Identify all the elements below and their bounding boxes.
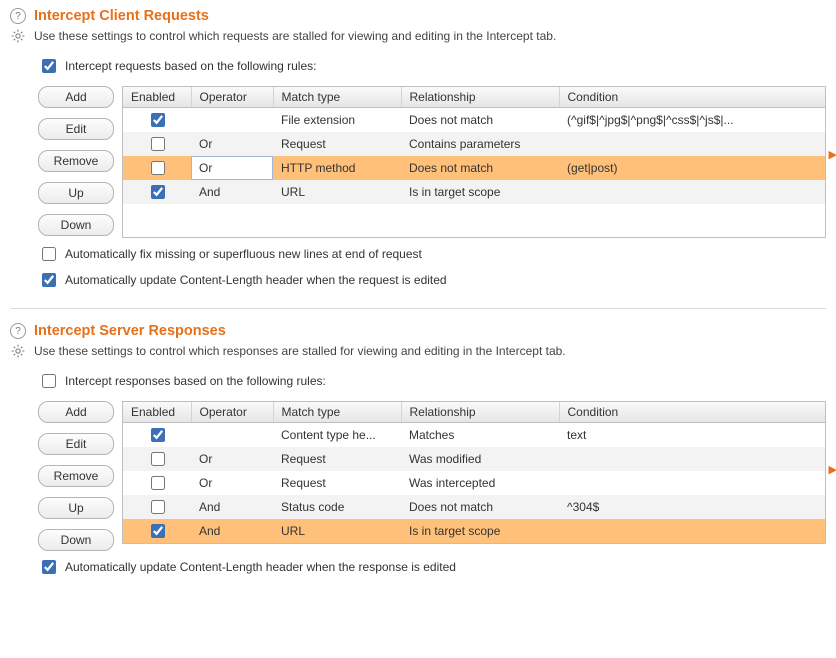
down-button[interactable]: Down [38, 529, 114, 551]
row-relationship[interactable]: Is in target scope [401, 180, 559, 204]
col-operator[interactable]: Operator [191, 87, 273, 108]
row-condition[interactable] [559, 471, 825, 495]
table-row[interactable]: Content type he...Matchestext [123, 423, 825, 448]
row-relationship[interactable]: Matches [401, 423, 559, 448]
table-row[interactable]: OrRequestWas intercepted [123, 471, 825, 495]
row-relationship[interactable]: Was modified [401, 447, 559, 471]
gear-icon[interactable] [10, 343, 26, 359]
auto-fix-newlines-label: Automatically fix missing or superfluous… [65, 247, 422, 261]
row-relationship[interactable]: Contains parameters [401, 132, 559, 156]
section-desc: Use these settings to control which resp… [34, 344, 566, 358]
col-condition[interactable]: Condition [559, 402, 825, 423]
row-condition[interactable]: text [559, 423, 825, 448]
table-row[interactable]: OrHTTP methodDoes not match(get|post) [123, 156, 825, 180]
row-relationship[interactable]: Was intercepted [401, 471, 559, 495]
row-condition[interactable] [559, 519, 825, 543]
edit-button[interactable]: Edit [38, 433, 114, 455]
row-condition[interactable]: (^gif$|^jpg$|^png$|^css$|^js$|... [559, 108, 825, 133]
row-match-type[interactable]: URL [273, 180, 401, 204]
auto-update-content-length-checkbox[interactable] [42, 560, 56, 574]
table-row[interactable]: OrRequestWas modified [123, 447, 825, 471]
row-condition[interactable] [559, 132, 825, 156]
col-operator[interactable]: Operator [191, 402, 273, 423]
remove-button[interactable]: Remove [38, 465, 114, 487]
up-button[interactable]: Up [38, 182, 114, 204]
help-icon[interactable]: ? [10, 323, 26, 339]
row-match-type[interactable]: Status code [273, 495, 401, 519]
table-row[interactable]: AndURLIs in target scope [123, 519, 825, 543]
row-enabled-checkbox[interactable] [151, 161, 165, 175]
row-operator[interactable] [191, 108, 273, 133]
gear-icon[interactable] [10, 28, 26, 44]
row-match-type[interactable]: HTTP method [273, 156, 401, 180]
row-match-type[interactable]: Request [273, 132, 401, 156]
arrow-indicator-icon: ▶ [829, 463, 836, 476]
row-operator[interactable] [191, 423, 273, 448]
col-relationship[interactable]: Relationship [401, 87, 559, 108]
auto-update-content-length-label: Automatically update Content-Length head… [65, 273, 447, 287]
table-row[interactable]: AndStatus codeDoes not match^304$ [123, 495, 825, 519]
row-relationship[interactable]: Does not match [401, 108, 559, 133]
remove-button[interactable]: Remove [38, 150, 114, 172]
intercept-responses-section: ? Intercept Server Responses Use these s… [10, 323, 826, 577]
col-relationship[interactable]: Relationship [401, 402, 559, 423]
row-enabled-checkbox[interactable] [151, 500, 165, 514]
row-enabled-checkbox[interactable] [151, 113, 165, 127]
row-condition[interactable] [559, 447, 825, 471]
arrow-indicator-icon: ▶ [829, 148, 836, 161]
edit-button[interactable]: Edit [38, 118, 114, 140]
section-desc: Use these settings to control which requ… [34, 29, 556, 43]
row-relationship[interactable]: Is in target scope [401, 519, 559, 543]
row-match-type[interactable]: File extension [273, 108, 401, 133]
row-operator[interactable]: Or [191, 471, 273, 495]
help-icon[interactable]: ? [10, 8, 26, 24]
row-condition[interactable] [559, 180, 825, 204]
row-condition[interactable]: (get|post) [559, 156, 825, 180]
row-relationship[interactable]: Does not match [401, 156, 559, 180]
col-enabled[interactable]: Enabled [123, 87, 191, 108]
row-operator[interactable]: Or [191, 156, 273, 180]
row-operator[interactable]: Or [191, 447, 273, 471]
row-operator[interactable]: And [191, 519, 273, 543]
row-operator[interactable]: And [191, 495, 273, 519]
row-enabled-checkbox[interactable] [151, 524, 165, 538]
section-title: Intercept Client Requests [34, 8, 209, 24]
table-row[interactable]: File extensionDoes not match(^gif$|^jpg$… [123, 108, 825, 133]
row-match-type[interactable]: URL [273, 519, 401, 543]
intercept-responses-toggle[interactable] [42, 374, 56, 388]
section-divider [10, 308, 826, 309]
auto-fix-newlines-checkbox[interactable] [42, 247, 56, 261]
row-operator[interactable]: Or [191, 132, 273, 156]
add-button[interactable]: Add [38, 401, 114, 423]
row-enabled-checkbox[interactable] [151, 428, 165, 442]
row-enabled-checkbox[interactable] [151, 137, 165, 151]
table-row[interactable]: AndURLIs in target scope [123, 180, 825, 204]
row-match-type[interactable]: Request [273, 471, 401, 495]
row-enabled-checkbox[interactable] [151, 452, 165, 466]
intercept-requests-toggle[interactable] [42, 59, 56, 73]
row-relationship[interactable]: Does not match [401, 495, 559, 519]
row-match-type[interactable]: Content type he... [273, 423, 401, 448]
col-match[interactable]: Match type [273, 402, 401, 423]
section-title: Intercept Server Responses [34, 323, 226, 339]
col-enabled[interactable]: Enabled [123, 402, 191, 423]
intercept-requests-toggle-label: Intercept requests based on the followin… [65, 59, 316, 73]
row-enabled-checkbox[interactable] [151, 476, 165, 490]
col-match[interactable]: Match type [273, 87, 401, 108]
down-button[interactable]: Down [38, 214, 114, 236]
col-condition[interactable]: Condition [559, 87, 825, 108]
responses-rules-table[interactable]: Enabled Operator Match type Relationship… [122, 401, 826, 544]
intercept-requests-section: ? Intercept Client Requests Use these se… [10, 8, 826, 290]
auto-update-content-length-checkbox[interactable] [42, 273, 56, 287]
add-button[interactable]: Add [38, 86, 114, 108]
row-enabled-checkbox[interactable] [151, 185, 165, 199]
row-operator[interactable]: And [191, 180, 273, 204]
auto-update-content-length-label: Automatically update Content-Length head… [65, 560, 456, 574]
row-condition[interactable]: ^304$ [559, 495, 825, 519]
table-row[interactable]: OrRequestContains parameters [123, 132, 825, 156]
row-match-type[interactable]: Request [273, 447, 401, 471]
intercept-responses-toggle-label: Intercept responses based on the followi… [65, 374, 326, 388]
up-button[interactable]: Up [38, 497, 114, 519]
requests-rules-table[interactable]: Enabled Operator Match type Relationship… [122, 86, 826, 238]
